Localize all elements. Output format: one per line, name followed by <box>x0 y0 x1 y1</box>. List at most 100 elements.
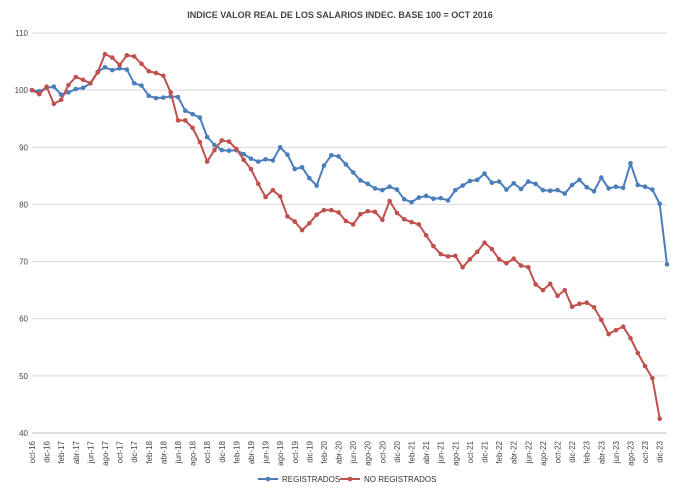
y-tick-label: 40 <box>19 429 28 438</box>
data-point <box>555 293 560 299</box>
data-point <box>533 181 538 187</box>
data-point <box>387 198 392 204</box>
x-tick-label: feb-19 <box>232 440 241 463</box>
series-0 <box>29 64 670 267</box>
data-point <box>467 256 473 262</box>
series-layer <box>29 51 670 422</box>
data-point <box>146 93 152 99</box>
chart-title: INDICE VALOR REAL DE LOS SALARIOS INDEC.… <box>187 10 493 20</box>
data-point <box>102 64 108 70</box>
data-point <box>635 182 641 188</box>
x-tick-label: jun-18 <box>174 440 183 464</box>
data-point <box>307 220 312 226</box>
data-point <box>453 253 458 259</box>
data-point <box>657 201 663 207</box>
axes: 40 50 60 70 80 90 100 110 oct-16 dic-16 feb-17 abr-… <box>15 29 667 466</box>
data-point <box>606 186 611 191</box>
data-point <box>212 142 217 148</box>
x-tick-label: feb-22 <box>495 440 504 463</box>
data-point <box>153 70 159 76</box>
x-tick-label: feb-21 <box>408 440 417 463</box>
data-point <box>358 211 363 217</box>
data-point <box>226 148 232 154</box>
data-point <box>51 101 57 107</box>
data-point <box>394 210 400 216</box>
x-tick-label: abr-21 <box>422 440 431 464</box>
data-point <box>139 61 144 67</box>
data-point <box>453 187 458 193</box>
data-point <box>197 115 203 120</box>
data-point <box>423 232 429 238</box>
x-tick-label: oct-20 <box>378 440 387 463</box>
data-point <box>292 219 298 224</box>
data-point <box>650 375 655 381</box>
x-tick-label: oct-18 <box>203 440 212 463</box>
data-point <box>526 264 531 270</box>
y-tick-label: 90 <box>19 143 28 152</box>
data-point <box>562 287 568 293</box>
data-point <box>438 251 444 257</box>
data-point <box>58 97 64 103</box>
series-1 <box>29 51 663 422</box>
x-tick-label: abr-22 <box>510 440 519 464</box>
data-point <box>248 156 254 162</box>
data-point <box>117 62 122 68</box>
data-point <box>350 222 356 227</box>
data-point <box>599 175 604 180</box>
data-point <box>109 55 115 60</box>
data-point <box>241 151 246 157</box>
data-point <box>153 95 159 101</box>
data-point <box>482 171 487 176</box>
data-point <box>591 304 597 310</box>
series-line <box>31 53 661 419</box>
data-point <box>328 152 334 158</box>
x-tick-label: abr-17 <box>72 440 81 464</box>
data-point <box>650 187 655 192</box>
data-point <box>628 335 633 341</box>
data-point <box>613 184 619 190</box>
data-point <box>66 82 71 88</box>
data-point <box>314 183 319 188</box>
data-point <box>241 157 246 163</box>
data-point <box>219 138 225 143</box>
data-point <box>372 209 378 215</box>
legend: REGISTRADOS NO REGISTRADOS <box>258 475 436 484</box>
data-point <box>190 111 195 117</box>
data-point <box>474 249 480 255</box>
x-tick-label: dic-16 <box>43 440 52 462</box>
legend-swatch-marker <box>347 476 353 482</box>
legend-label: NO REGISTRADOS <box>364 475 436 484</box>
data-point <box>584 184 590 190</box>
data-point <box>44 84 49 90</box>
x-tick-label: jun-23 <box>612 440 621 464</box>
data-point <box>343 162 349 167</box>
data-point <box>416 195 422 200</box>
data-point <box>124 52 130 58</box>
y-tick-label: 60 <box>19 315 28 324</box>
data-point <box>416 222 422 227</box>
data-point <box>263 156 268 162</box>
data-point <box>504 187 509 192</box>
data-point <box>635 350 641 356</box>
data-point <box>277 144 283 150</box>
data-point <box>321 207 327 213</box>
x-tick-label: oct-21 <box>466 440 475 463</box>
x-tick-label: feb-20 <box>320 440 329 463</box>
x-tick-label: ago-19 <box>276 440 285 465</box>
data-point <box>438 195 444 201</box>
x-tick-label: oct-22 <box>554 440 563 463</box>
data-point <box>591 188 597 194</box>
y-tick-label: 110 <box>15 29 28 38</box>
data-point <box>80 77 86 83</box>
data-point <box>577 301 582 307</box>
y-tick-label: 70 <box>19 258 28 267</box>
data-point <box>642 184 648 190</box>
data-point <box>547 188 553 194</box>
data-point <box>109 67 115 73</box>
data-point <box>460 183 465 188</box>
data-point <box>226 139 232 144</box>
data-point <box>482 240 487 246</box>
data-point <box>569 182 575 188</box>
data-point <box>161 73 166 79</box>
